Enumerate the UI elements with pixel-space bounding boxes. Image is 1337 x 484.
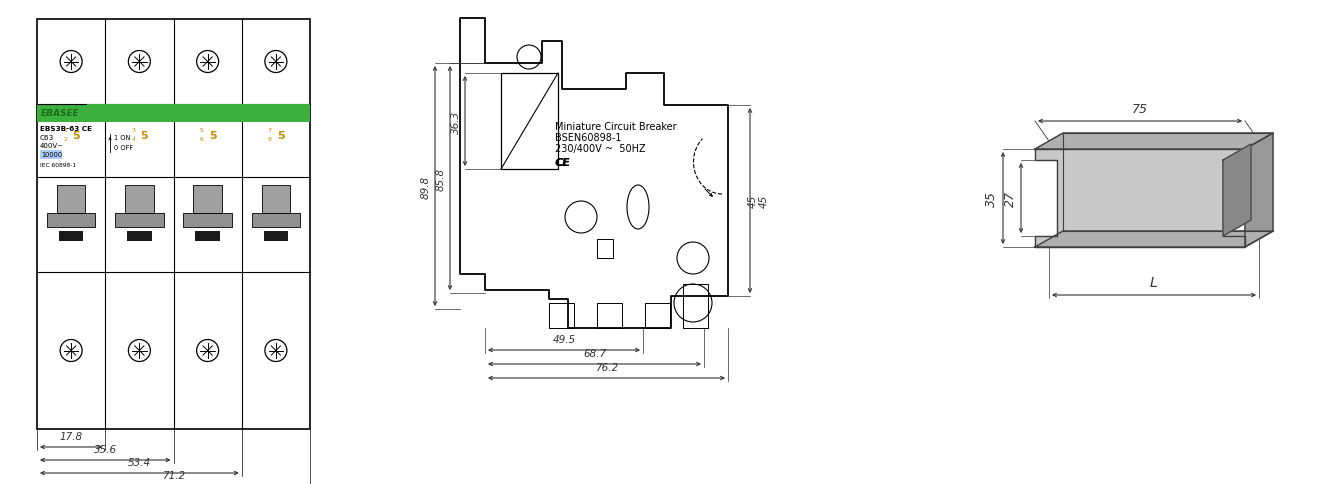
Bar	[126, 186, 154, 213]
Text: 5: 5	[72, 131, 80, 141]
Bar	[262, 186, 290, 213]
Text: 0 OFF: 0 OFF	[114, 145, 134, 151]
Polygon shape	[1223, 145, 1251, 237]
Text: 5: 5	[277, 131, 285, 141]
Text: 5: 5	[199, 128, 203, 133]
Text: C63: C63	[40, 135, 55, 141]
Text: EBASEE: EBASEE	[41, 109, 80, 118]
Bar	[683, 285, 709, 328]
Text: 5: 5	[140, 131, 148, 141]
Text: 2: 2	[63, 136, 67, 142]
Text: 49.5: 49.5	[552, 334, 575, 344]
Bar	[87, 105, 310, 123]
Text: L: L	[1150, 275, 1158, 289]
Text: 10000: 10000	[41, 151, 62, 158]
Text: 35.6: 35.6	[94, 444, 116, 454]
Text: 17.8: 17.8	[60, 431, 83, 441]
Text: 71.2: 71.2	[162, 470, 185, 480]
Bar	[40, 151, 62, 160]
Text: 1 ON: 1 ON	[114, 135, 131, 141]
Text: 53.4: 53.4	[128, 457, 151, 467]
Text: 1: 1	[63, 128, 67, 133]
Text: 75: 75	[1132, 103, 1148, 116]
Text: 3: 3	[131, 128, 135, 133]
Bar	[194, 186, 222, 213]
Bar	[550, 303, 574, 328]
Bar	[115, 213, 163, 227]
Text: CE: CE	[555, 158, 571, 167]
Bar	[598, 303, 622, 328]
Text: 35: 35	[985, 191, 997, 207]
Bar	[183, 213, 233, 227]
Bar	[263, 231, 287, 242]
Bar	[56, 186, 86, 213]
Polygon shape	[1035, 134, 1273, 150]
Text: 7: 7	[267, 128, 271, 133]
Bar	[598, 240, 612, 258]
Bar	[37, 20, 310, 429]
Text: CE: CE	[555, 158, 570, 167]
Bar	[37, 105, 310, 123]
Bar	[644, 303, 670, 328]
Text: Miniature Circuit Breaker: Miniature Circuit Breaker	[555, 122, 677, 132]
Bar	[251, 213, 301, 227]
Polygon shape	[1035, 150, 1245, 247]
Text: 8: 8	[267, 136, 271, 142]
Text: 230/400V ~  50HZ: 230/400V ~ 50HZ	[555, 144, 646, 154]
FancyArrowPatch shape	[705, 190, 713, 197]
Text: 68.7: 68.7	[583, 348, 606, 358]
Polygon shape	[1035, 231, 1273, 247]
Text: IEC 60898-1: IEC 60898-1	[40, 163, 76, 167]
Text: 45: 45	[747, 195, 758, 208]
Polygon shape	[1245, 134, 1273, 247]
Text: 6: 6	[199, 136, 203, 142]
Bar	[47, 213, 95, 227]
Text: 27: 27	[1004, 191, 1017, 207]
Bar	[59, 231, 83, 242]
Text: 5: 5	[209, 131, 217, 141]
Text: 85.8: 85.8	[436, 167, 447, 190]
Text: BSEN60898-1: BSEN60898-1	[555, 133, 622, 143]
Text: 45: 45	[759, 195, 769, 208]
Bar	[501, 74, 558, 170]
Text: EBS3B-63 CE: EBS3B-63 CE	[40, 126, 92, 132]
Text: 76.2: 76.2	[595, 362, 618, 372]
Bar	[195, 231, 219, 242]
Text: 36.3: 36.3	[451, 110, 461, 133]
Text: 89.8: 89.8	[421, 175, 431, 198]
Bar	[127, 231, 151, 242]
Text: 4: 4	[131, 136, 135, 142]
Text: 400V~: 400V~	[40, 143, 64, 149]
